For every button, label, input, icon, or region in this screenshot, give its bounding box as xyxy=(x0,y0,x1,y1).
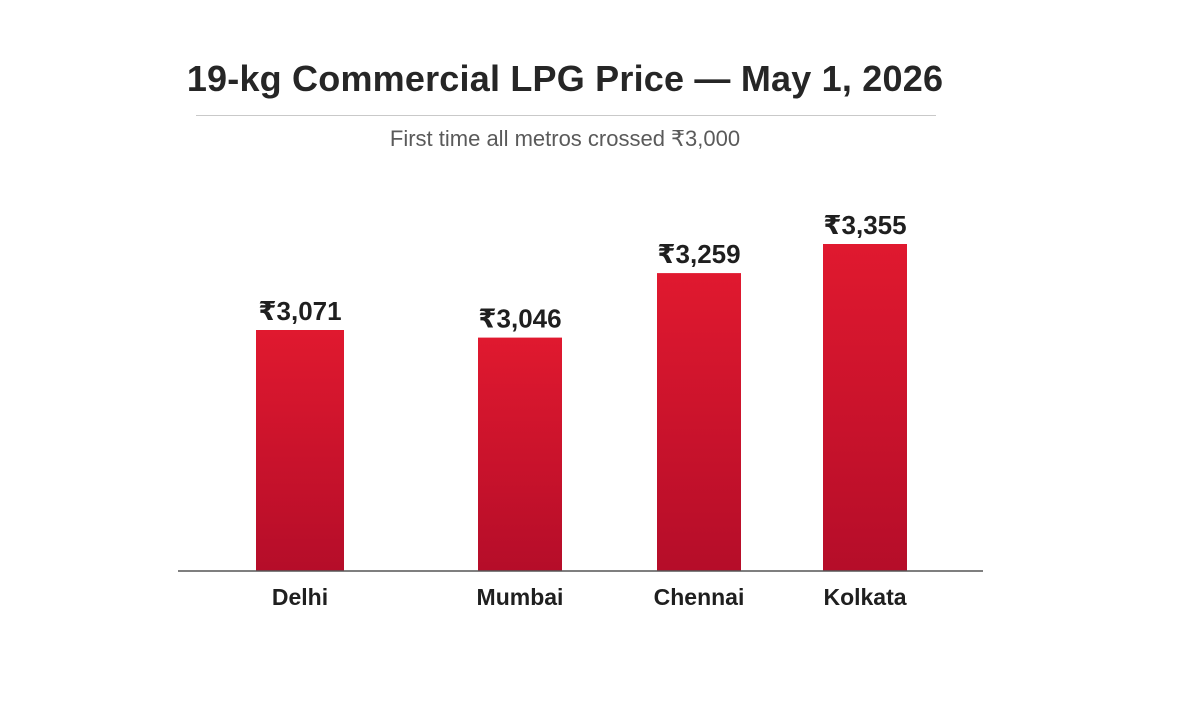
category-label-mumbai: Mumbai xyxy=(477,584,564,610)
value-label-mumbai: ₹3,046 xyxy=(478,304,561,334)
value-label-delhi: ₹3,071 xyxy=(258,296,341,326)
chart-subtitle: First time all metros crossed ₹3,000 xyxy=(389,126,741,151)
bar-kolkata xyxy=(823,244,907,571)
value-label-chennai: ₹3,259 xyxy=(657,239,740,269)
value-label-kolkata: ₹3,355 xyxy=(823,210,906,240)
bar-mumbai xyxy=(478,337,562,571)
bars-group xyxy=(256,244,907,571)
bar-chennai xyxy=(657,273,741,571)
title-divider xyxy=(196,115,936,116)
category-label-kolkata: Kolkata xyxy=(823,584,906,610)
category-label-chennai: Chennai xyxy=(654,584,745,610)
labels-group: ₹3,071 Delhi ₹3,046 Mumbai ₹3,259 Chennai ₹3,3… xyxy=(258,210,906,610)
bar-delhi xyxy=(256,330,344,571)
chart-title: 19-kg Commercial LPG Price — May 1, 2026 xyxy=(186,58,944,99)
category-label-delhi: Delhi xyxy=(272,584,328,610)
